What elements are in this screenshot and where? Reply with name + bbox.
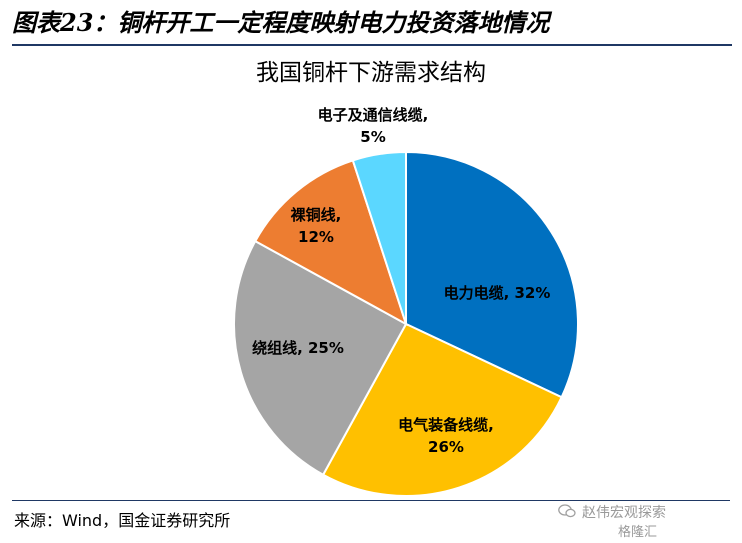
watermark-site: 格隆汇 [618, 525, 658, 540]
pie-data-label: 绕组线, 25% [252, 339, 344, 357]
pie-data-label: 电力电缆, 32% [444, 284, 551, 302]
watermark: 赵伟宏观探索 格隆汇 [558, 500, 728, 540]
pie-data-label: 电气装备线缆, 26% [398, 416, 494, 456]
pie-slice [253, 159, 408, 327]
watermark-account: 赵伟宏观探索 [582, 505, 666, 521]
pie-data-label: 裸铜线, 12% [291, 206, 342, 246]
chart-header: 图表23：铜杆开工一定程度映射电力投资落地情况 [12, 6, 732, 46]
footer-divider [12, 500, 730, 501]
pie-slice [405, 150, 579, 399]
pie-slice [351, 150, 407, 325]
figure-title: 图表23：铜杆开工一定程度映射电力投资落地情况 [12, 8, 550, 37]
pie-data-label: 电子及通信线缆, 5% [318, 106, 429, 146]
pie-slice [232, 239, 408, 477]
chart-title: 我国铜杆下游需求结构 [256, 60, 486, 86]
header-divider [12, 44, 732, 46]
wechat-icon [558, 504, 576, 518]
source-note: 来源：Wind，国金证券研究所 [14, 511, 231, 530]
